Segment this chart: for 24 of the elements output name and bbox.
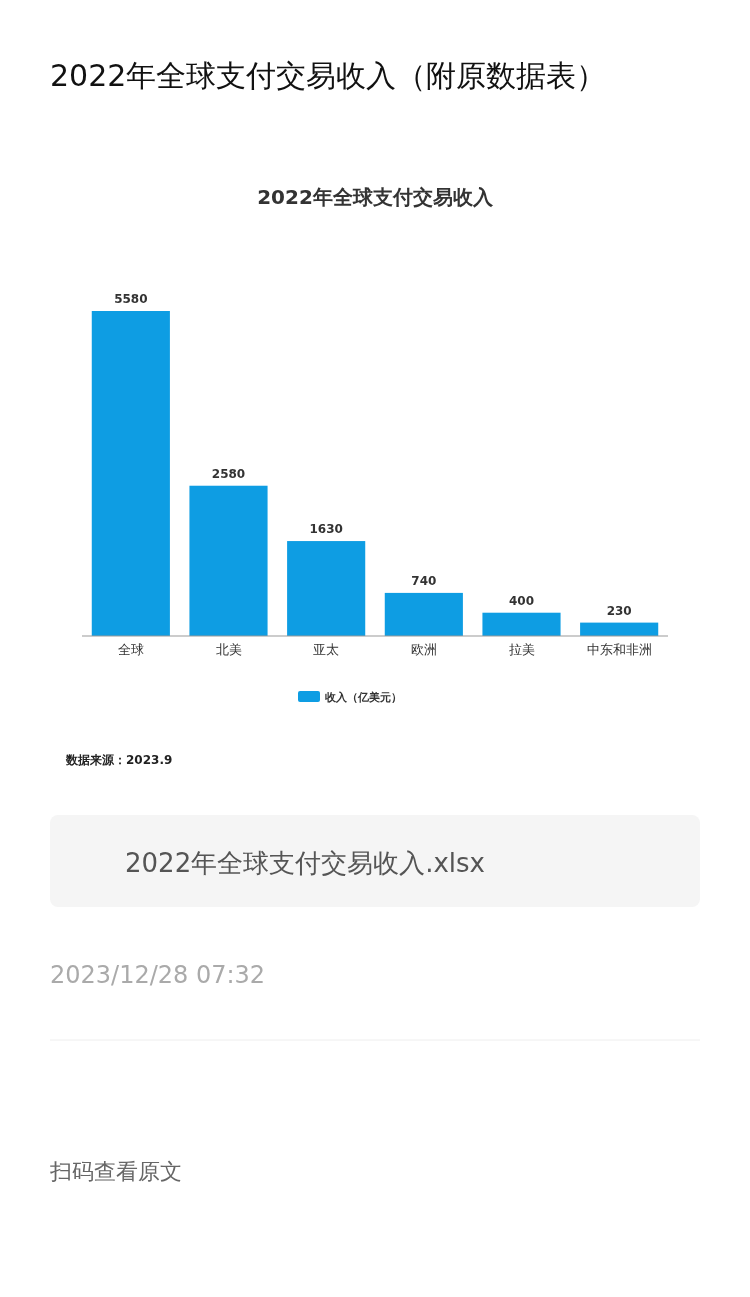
bar [482,612,561,636]
bar [287,541,366,636]
text: 2022年全球支付交易收入.xlsx [125,848,485,878]
text: 扫码查看原文 [49,1159,182,1184]
bar [189,485,268,636]
bar [91,311,170,636]
text: 2023/12/28 07:32 [50,961,266,989]
data-label: 740 [411,573,437,588]
x-tick-label: 亚太 [313,642,340,657]
legend-label: 收入（亿美元） [325,691,402,704]
data-label: 230 [606,603,632,618]
data-label: 2580 [211,466,246,481]
x-tick-label: 欧洲 [410,642,437,657]
bar [384,592,463,636]
data-label: 1630 [309,522,343,537]
source-note: 数据来源：2023.9 [65,753,173,767]
text: 2022年全球支付交易收入（附原数据表） [50,58,607,93]
x-tick-label: 北美 [215,642,242,657]
data-label: 5580 [114,292,148,306]
x-tick-label: 中东和非洲 [586,642,652,657]
x-tick-label: 拉美 [508,642,535,657]
chart-title: 2022年全球支付交易收入 [257,185,494,209]
x-tick-label: 全球 [117,642,144,657]
data-label: 400 [508,593,535,608]
